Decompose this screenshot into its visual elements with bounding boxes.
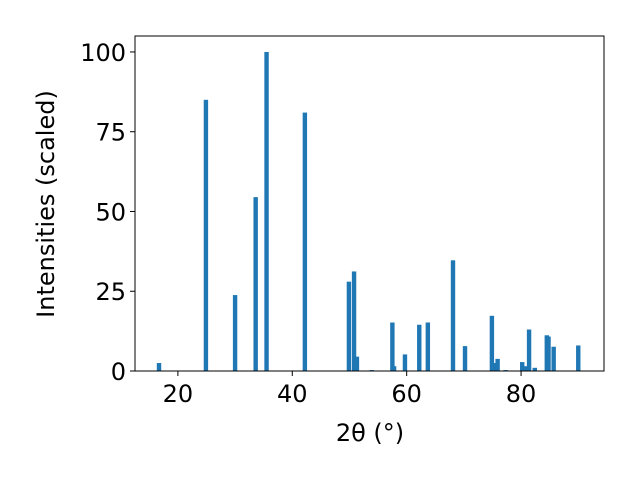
bar bbox=[526, 329, 532, 371]
y-tick-label: 75 bbox=[95, 119, 126, 147]
x-tick-label: 80 bbox=[506, 380, 537, 408]
x-axis-label: 2θ (°) bbox=[336, 419, 404, 447]
bar bbox=[425, 322, 431, 371]
bar bbox=[495, 358, 500, 371]
plot-frame bbox=[134, 35, 605, 372]
bar bbox=[522, 366, 528, 371]
bar bbox=[264, 51, 269, 371]
y-tick-label: 100 bbox=[80, 39, 126, 67]
y-axis-label: Intensities (scaled) bbox=[32, 90, 60, 318]
bar bbox=[391, 366, 397, 371]
x-tick-label: 40 bbox=[277, 380, 308, 408]
bar bbox=[302, 112, 308, 371]
y-tick-label: 0 bbox=[111, 358, 126, 386]
bar bbox=[351, 271, 357, 371]
y-axis: 0 25 50 75 100 bbox=[80, 39, 135, 386]
bar bbox=[551, 346, 556, 371]
x-axis: 20 40 60 80 bbox=[163, 371, 537, 408]
bar bbox=[203, 99, 209, 371]
bar bbox=[546, 336, 551, 371]
bar bbox=[491, 363, 496, 371]
bar bbox=[402, 354, 408, 371]
bars bbox=[156, 51, 581, 371]
x-tick-label: 20 bbox=[163, 380, 194, 408]
bar bbox=[346, 281, 352, 371]
bar bbox=[417, 324, 422, 371]
bar bbox=[576, 345, 581, 371]
bar bbox=[462, 346, 468, 371]
bar bbox=[390, 322, 395, 371]
x-tick-label: 60 bbox=[391, 380, 422, 408]
bar bbox=[489, 315, 495, 371]
bar bbox=[354, 356, 360, 371]
bar bbox=[156, 363, 162, 371]
y-tick-label: 25 bbox=[95, 278, 126, 306]
bar bbox=[232, 295, 238, 371]
bar bbox=[532, 367, 537, 371]
bar bbox=[520, 362, 525, 371]
y-tick-label: 50 bbox=[95, 198, 126, 226]
bar bbox=[450, 260, 456, 371]
bar bbox=[253, 197, 258, 371]
